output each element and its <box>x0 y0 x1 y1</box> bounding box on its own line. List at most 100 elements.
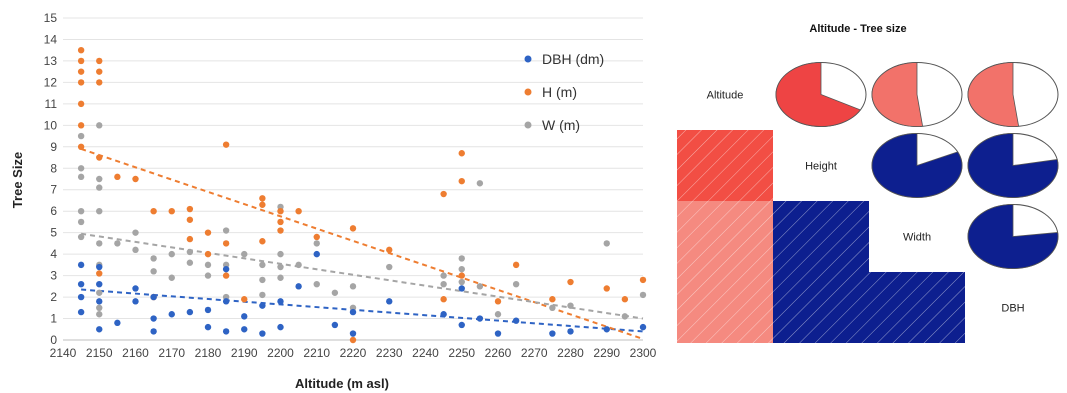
lower-cells <box>677 130 965 343</box>
point-h <box>386 246 393 254</box>
point-w <box>458 278 465 286</box>
point-w <box>277 250 284 258</box>
point-dbh <box>96 298 103 305</box>
point-dbh <box>241 326 248 333</box>
point-w <box>96 311 103 318</box>
x-tick-label: 2260 <box>485 346 512 360</box>
point-w <box>96 122 103 129</box>
point-dbh <box>440 311 447 318</box>
x-tick-label: 2240 <box>412 346 439 360</box>
point-h <box>96 57 103 65</box>
point-dbh <box>77 293 85 301</box>
upper-pies <box>775 62 1059 269</box>
point-w <box>349 283 357 290</box>
y-axis-label: Tree Size <box>10 152 25 208</box>
point-dbh <box>96 263 103 271</box>
point-w <box>476 180 484 187</box>
y-tick-label: 12 <box>44 75 58 89</box>
y-tick-label: 5 <box>50 226 57 240</box>
legend-marker <box>524 121 532 129</box>
point-w <box>77 165 85 172</box>
point-dbh <box>567 328 574 335</box>
point-w <box>77 218 85 226</box>
point-w <box>186 259 194 266</box>
point-h <box>77 47 85 54</box>
point-w <box>567 302 574 309</box>
point-dbh <box>114 319 121 327</box>
y-tick-label: 0 <box>50 333 57 347</box>
trendline-dbh <box>81 288 644 333</box>
point-dbh <box>77 308 85 316</box>
point-w <box>168 274 175 281</box>
point-h <box>222 272 230 279</box>
y-tick-label: 3 <box>50 269 57 283</box>
point-dbh <box>277 323 284 331</box>
point-w <box>331 289 339 296</box>
point-dbh <box>96 326 103 333</box>
correlation-pie <box>967 204 1059 269</box>
correlation-pie <box>775 62 867 127</box>
point-w <box>440 280 447 288</box>
x-tick-label: 2230 <box>376 346 403 360</box>
point-w <box>277 263 284 271</box>
y-tick-label: 15 <box>44 11 58 25</box>
point-dbh <box>150 315 157 322</box>
point-w <box>77 173 85 181</box>
point-h <box>168 208 175 215</box>
x-tick-label: 2150 <box>86 346 113 360</box>
legend: DBH (dm) H (m) W (m) <box>524 51 604 133</box>
y-tick-label: 11 <box>45 97 58 111</box>
point-h <box>349 225 357 232</box>
x-axis-label: Altitude (m asl) <box>295 376 389 391</box>
point-dbh <box>476 315 484 322</box>
point-h <box>186 235 194 243</box>
point-w <box>386 263 393 271</box>
point-w <box>96 208 103 215</box>
point-w <box>132 246 139 254</box>
correlation-pie <box>967 133 1059 198</box>
point-dbh <box>349 330 357 337</box>
variable-label: Altitude <box>707 90 744 102</box>
point-w <box>77 233 85 241</box>
point-dbh <box>639 323 647 331</box>
point-w <box>77 208 85 215</box>
x-tick-label: 2160 <box>122 346 149 360</box>
point-h <box>295 208 302 215</box>
y-tick-label: 14 <box>44 32 58 46</box>
point-h <box>186 216 194 223</box>
point-h <box>512 261 520 269</box>
point-w <box>259 291 266 299</box>
point-w <box>313 240 320 247</box>
legend-marker <box>524 88 532 96</box>
data-points <box>77 47 647 344</box>
point-dbh <box>96 280 103 288</box>
point-w <box>621 313 629 320</box>
x-tick-label: 2200 <box>267 346 294 360</box>
point-h <box>222 240 230 247</box>
point-w <box>494 311 502 318</box>
x-tick-label: 2300 <box>630 346 657 360</box>
point-h <box>132 175 139 183</box>
point-dbh <box>386 298 393 305</box>
point-h <box>639 276 647 284</box>
point-dbh <box>168 311 175 318</box>
point-w <box>96 289 103 296</box>
point-w <box>458 265 465 273</box>
point-h <box>204 250 212 258</box>
point-w <box>259 276 266 284</box>
point-h <box>440 190 447 198</box>
x-tick-label: 2190 <box>231 346 258 360</box>
point-h <box>186 205 194 213</box>
point-h <box>349 336 357 344</box>
legend-label: W (m) <box>542 117 580 133</box>
y-tick-label: 1 <box>50 312 57 326</box>
point-w <box>259 261 266 269</box>
x-tick-label: 2180 <box>195 346 222 360</box>
point-h <box>603 285 610 292</box>
correlation-pie <box>967 62 1059 127</box>
point-dbh <box>204 323 212 331</box>
point-h <box>114 173 121 181</box>
point-h <box>440 296 447 303</box>
correlation-cell <box>677 130 773 201</box>
point-dbh <box>77 280 85 288</box>
